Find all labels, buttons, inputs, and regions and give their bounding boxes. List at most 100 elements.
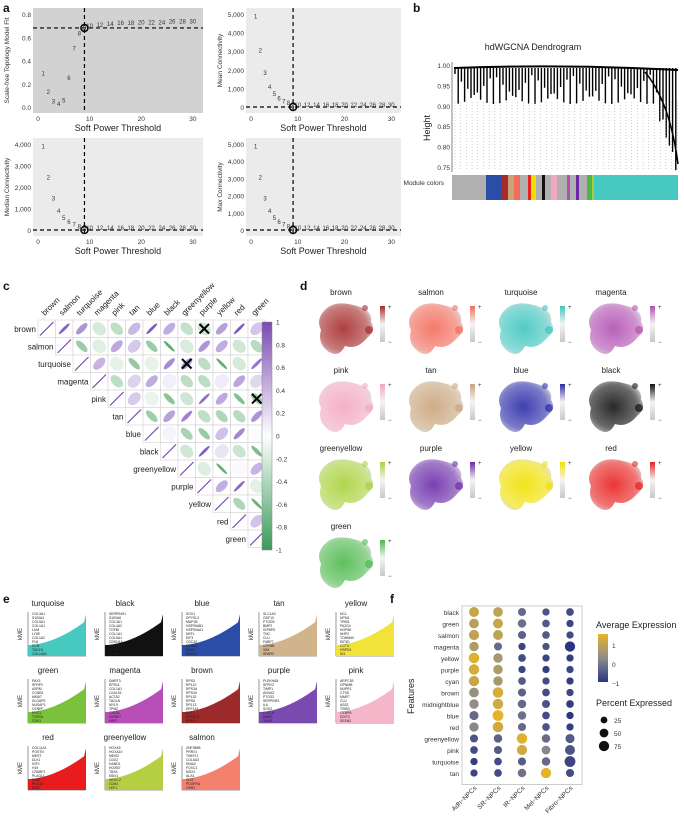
power-label: 1 [41, 71, 45, 77]
dotplot-feature-label: cyan [445, 679, 459, 686]
corr-row-label: black [140, 447, 160, 456]
hub-gene-label: NNAT [32, 778, 41, 782]
expression-colorbar [598, 634, 608, 682]
power-label: 12 [97, 226, 104, 232]
corr-row-label: magenta [57, 377, 89, 386]
module-color-segment [594, 175, 678, 200]
power-label: 14 [107, 226, 114, 232]
y-tick-label: 4,000 [228, 159, 245, 166]
hub-gene-label: CDC42 [186, 640, 197, 644]
hub-gene-label: CCT4 [340, 644, 349, 648]
corr-ellipse [232, 339, 246, 353]
hub-gene-label: RPS11 [109, 683, 120, 687]
scale-plus: + [658, 383, 662, 389]
corr-ellipse [163, 393, 175, 405]
corr-ellipse [127, 374, 141, 388]
module-score-scale [470, 306, 475, 342]
scale-minus: − [388, 574, 392, 580]
corr-diagonal [92, 374, 107, 389]
dotplot-point [517, 688, 527, 697]
corr-diagonal [179, 461, 194, 476]
power-label: 4 [268, 85, 272, 91]
corr-row-label: tan [112, 412, 123, 421]
colorbar-tick: -0.2 [276, 456, 288, 463]
hub-gene-label: IGFBP7 [109, 715, 121, 719]
corr-ellipse [145, 410, 158, 423]
hub-gene-label: ACTA2 [109, 695, 120, 699]
kme-area [259, 681, 317, 723]
dotplot-point [493, 642, 503, 651]
corr-ellipse [233, 497, 246, 510]
hub-gene-label: COL11A1 [32, 746, 47, 750]
hub-gene-label: ZNF385B [186, 746, 201, 750]
dotplot-point [518, 654, 526, 662]
x-axis-label: Soft Power Threshold [75, 123, 161, 133]
dotplot-point [517, 768, 527, 778]
power-label: 18 [128, 21, 135, 27]
hub-gene-label: RPL13 [186, 703, 196, 707]
corr-diagonal [109, 391, 124, 406]
hub-gene-label: MKI67 [32, 695, 42, 699]
module-score-scale [650, 462, 655, 498]
corr-ellipse [180, 374, 194, 388]
corr-ellipse [215, 427, 229, 441]
kme-module-name: yellow [345, 599, 367, 608]
y-tick-label: 0 [240, 105, 244, 112]
scale-minus: − [568, 340, 572, 346]
corr-ellipse [198, 445, 210, 457]
umap-blob [319, 459, 374, 510]
corr-row-label: turquoise [38, 360, 71, 369]
module-color-segment [567, 175, 570, 200]
power-label: 2 [47, 90, 51, 96]
dotplot-point [541, 745, 551, 755]
umap-cluster [632, 305, 638, 311]
corr-ellipse [215, 480, 228, 493]
corr-ellipse [92, 339, 107, 354]
power-label: 10 [294, 103, 301, 109]
umap-cluster [362, 539, 368, 545]
corr-ellipse [109, 356, 124, 371]
correlation-colorbar [261, 321, 273, 551]
scale-minus: − [658, 418, 662, 424]
corr-ellipse [181, 410, 193, 422]
umap-cluster [635, 326, 643, 334]
umap-module-name: red [605, 444, 617, 453]
hub-gene-label: RPL10 [186, 683, 196, 687]
dotplot-point [517, 619, 527, 628]
dendrogram-y-tick: 0.95 [437, 83, 450, 90]
power-label: 7 [72, 46, 76, 52]
umap-cluster [362, 383, 368, 389]
power-label: 2 [259, 176, 263, 182]
hub-gene-label: NEFL [186, 632, 195, 636]
umap-module-name: salmon [418, 288, 444, 297]
corr-ellipse [214, 374, 229, 389]
selected-power-marker [288, 225, 298, 235]
kme-area [28, 681, 86, 723]
hub-gene-label: TRIB1 [340, 620, 350, 624]
hub-gene-label: JUNB [263, 719, 273, 723]
panel-label-b: b [413, 1, 420, 15]
power-label: 3 [263, 71, 267, 77]
y-tick-label: 3,000 [228, 49, 245, 56]
dotplot-point [565, 768, 575, 778]
percent-legend-dot [598, 740, 610, 752]
hub-gene-label: TOMM40 [340, 636, 354, 640]
module-color-segment [570, 175, 576, 200]
hub-gene-label: CENPF [32, 707, 44, 711]
umap-blob [499, 303, 554, 354]
dotplot-point [470, 757, 478, 766]
dotplot-point [516, 744, 528, 756]
power-label: 8 [287, 224, 291, 230]
kme-ylabel: kME [172, 762, 178, 774]
umap-module-name: greenyellow [320, 444, 363, 453]
dotplot-point [541, 699, 551, 709]
dotplot-point [493, 653, 503, 663]
hub-gene-label: RAD21 [186, 652, 197, 656]
hub-gene-label: DLGAP5 [32, 699, 45, 703]
power-label: 30 [189, 226, 196, 232]
kme-area [182, 614, 240, 656]
y-tick-label: 4,000 [228, 31, 245, 38]
corr-ellipse [251, 445, 263, 457]
hub-gene-label: HAND1 [109, 762, 121, 766]
umap-cluster [545, 482, 553, 490]
